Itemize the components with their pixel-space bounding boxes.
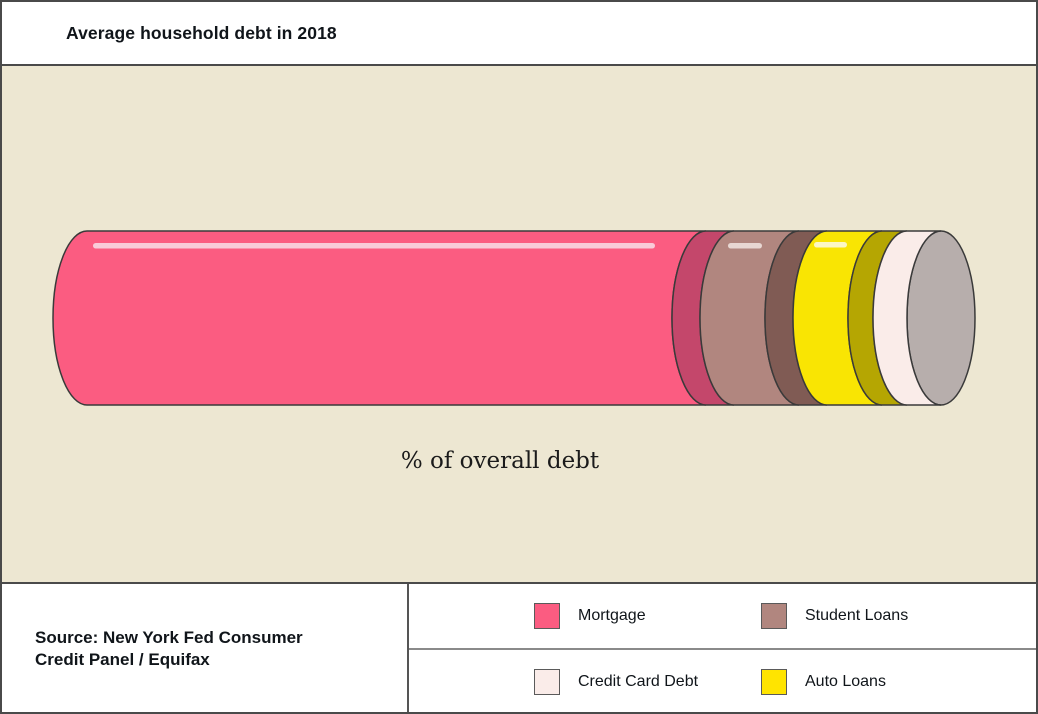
legend-swatch-mortgage <box>534 603 560 629</box>
title-bar: Average household debt in 2018 <box>2 2 1036 66</box>
segment-credit-card-body <box>872 230 942 406</box>
source-box: Source: New York Fed Consumer Credit Pan… <box>2 584 409 712</box>
page-title: Average household debt in 2018 <box>66 22 337 43</box>
legend-label-auto-loans: Auto Loans <box>805 673 886 690</box>
legend-swatch-credit-card-debt <box>534 669 560 695</box>
legend-row-2: Credit Card Debt Auto Loans <box>409 650 1036 712</box>
legend: Mortgage Student Loans Credit Card Debt … <box>409 584 1036 712</box>
legend-item-credit-card-debt: Credit Card Debt <box>534 650 699 712</box>
highlight-line-auto-loans <box>814 242 847 248</box>
axis-label: % of overall debt <box>401 448 600 474</box>
legend-label-student-loans: Student Loans <box>805 607 909 624</box>
chart-area: % of overall debt <box>2 66 1036 584</box>
segment-mortgage-body <box>52 230 707 406</box>
legend-item-auto-loans: Auto Loans <box>761 650 886 712</box>
legend-item-mortgage: Mortgage <box>534 584 646 648</box>
legend-item-student-loans: Student Loans <box>761 584 908 648</box>
debt-cylinder-chart: % of overall debt <box>52 230 976 474</box>
footer-section: Source: New York Fed Consumer Credit Pan… <box>2 584 1036 712</box>
highlight-line-student-loans <box>728 243 762 249</box>
legend-swatch-auto-loans <box>761 669 787 695</box>
legend-label-credit-card-debt: Credit Card Debt <box>578 673 699 690</box>
highlight-line-mortgage <box>93 243 655 249</box>
source-text: Source: New York Fed Consumer Credit Pan… <box>35 628 303 669</box>
legend-row-1: Mortgage Student Loans <box>409 584 1036 650</box>
legend-label-mortgage: Mortgage <box>578 607 646 624</box>
legend-swatch-student-loans <box>761 603 787 629</box>
